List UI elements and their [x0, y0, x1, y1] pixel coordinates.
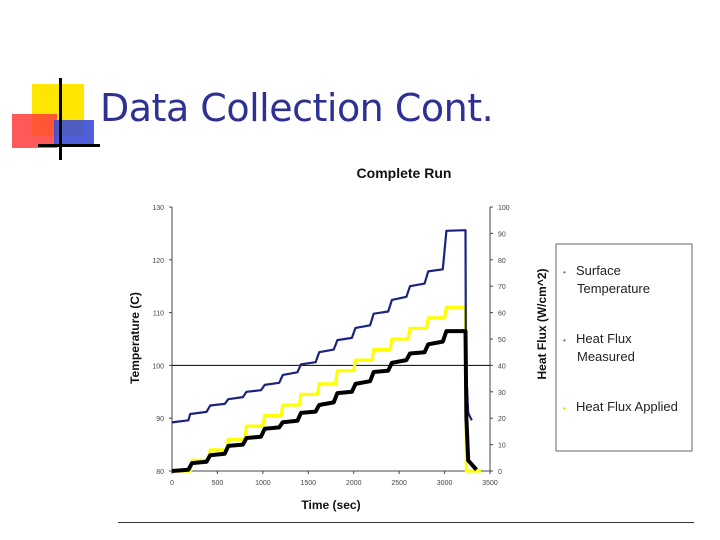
y-tick-label: 90: [156, 416, 164, 423]
deco-red-square: [12, 114, 57, 148]
legend-bullet: •: [563, 268, 566, 277]
x-tick-label: 2500: [391, 480, 407, 487]
y2-axis-label: Heat Flux (W/cm^2): [535, 268, 549, 379]
legend-label: Measured: [577, 349, 635, 364]
x-axis-label: Time (sec): [301, 498, 360, 512]
y-tick-label: 130: [152, 205, 164, 212]
y-tick-label: 80: [156, 469, 164, 476]
x-tick-label: 3000: [437, 480, 453, 487]
y2-tick-label: 100: [498, 205, 510, 212]
x-tick-label: 3500: [482, 480, 498, 487]
x-tick-label: 2000: [346, 480, 362, 487]
y2-tick-label: 90: [498, 231, 506, 238]
y2-tick-label: 60: [498, 311, 506, 318]
y2-tick-label: 0: [498, 469, 502, 476]
legend-label: Temperature: [577, 281, 650, 296]
y2-tick-label: 20: [498, 416, 506, 423]
x-tick-label: 0: [170, 480, 174, 487]
y2-tick-label: 40: [498, 363, 506, 370]
y2-tick-label: 80: [498, 258, 506, 265]
series-line-surface-temperature: [171, 229, 473, 424]
series-line-heat-flux-applied: [172, 305, 481, 473]
slide-title: Data Collection Cont.: [100, 86, 494, 130]
legend: • Surface Temperature • Heat Flux Measured • He…: [555, 243, 693, 452]
x-tick-label: 1500: [300, 480, 316, 487]
axes: [169, 206, 493, 474]
deco-horizontal-bar: [38, 144, 100, 147]
legend-bullet: •: [563, 404, 566, 413]
series-line-heat-flux-measured: [171, 329, 478, 473]
series: [171, 229, 481, 473]
legend-box: [555, 243, 693, 452]
deco-vertical-bar: [59, 78, 62, 160]
y2-tick-label: 70: [498, 284, 506, 291]
y-axis-label: Temperature (C): [128, 292, 142, 384]
legend-label: Heat Flux Applied: [576, 399, 678, 414]
y-tick-label: 120: [152, 258, 164, 265]
x-tick-label: 1000: [255, 480, 271, 487]
y2-tick-label: 30: [498, 390, 506, 397]
x-tick-label: 500: [212, 480, 224, 487]
legend-label: Surface: [576, 263, 621, 278]
y-tick-label: 100: [152, 363, 164, 370]
y2-tick-label: 50: [498, 337, 506, 344]
chart-title: Complete Run: [357, 165, 452, 181]
legend-label: Heat Flux: [576, 331, 632, 346]
legend-bullet: •: [563, 336, 566, 345]
y2-tick-label: 10: [498, 443, 506, 450]
y-tick-label: 110: [153, 311, 164, 318]
bottom-divider: [118, 522, 694, 523]
